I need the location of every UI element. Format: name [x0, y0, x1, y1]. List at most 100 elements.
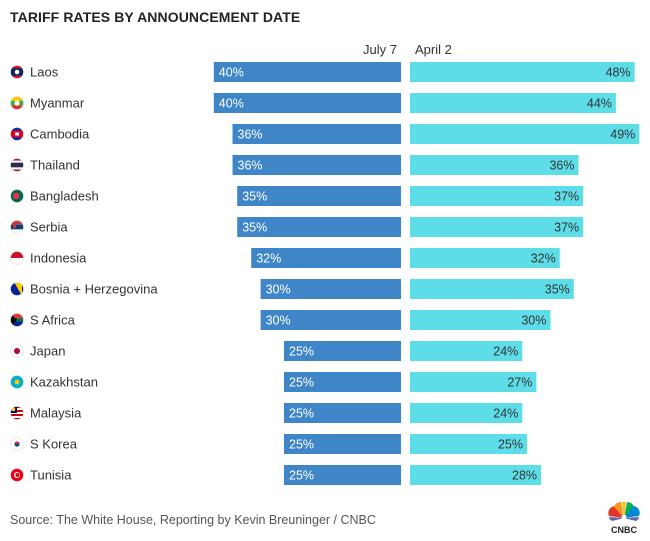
chart-row: Bangladesh 35% 37%: [10, 186, 584, 206]
chart-row: Tunisia 25% 28%: [10, 465, 542, 485]
bar-value-july7: 30%: [266, 314, 291, 328]
bar-april2: [410, 465, 542, 485]
bar-april2: [410, 310, 551, 330]
country-label: Myanmar: [30, 96, 85, 111]
bar-april2: [410, 434, 527, 454]
country-label: Kazakhstan: [30, 375, 98, 390]
bar-value-july7: 35%: [242, 221, 267, 235]
bar-july7: [232, 124, 401, 144]
bar-july7: [213, 62, 401, 82]
bar-value-april2: 30%: [521, 314, 546, 328]
bar-value-april2: 35%: [545, 283, 570, 297]
thailand-flag-icon: [10, 158, 24, 172]
tunisia-flag-icon: [10, 468, 24, 482]
chart-row: S Korea 25% 25%: [10, 434, 527, 454]
bar-july7: [260, 310, 401, 330]
bar-july7: [251, 248, 401, 268]
bar-april2: [410, 124, 640, 144]
malaysia-flag-icon: [10, 406, 24, 420]
bar-value-april2: 25%: [498, 438, 523, 452]
country-label: Thailand: [30, 158, 80, 173]
bar-july7: [237, 186, 401, 206]
myanmar-flag-icon: [10, 96, 24, 110]
bar-april2: [410, 217, 584, 237]
series-header-april2: April 2: [415, 42, 452, 57]
bar-value-july7: 25%: [289, 376, 314, 390]
bar-value-april2: 37%: [554, 190, 579, 204]
bar-april2: [410, 93, 616, 113]
country-label: S Africa: [30, 313, 76, 328]
bar-july7: [284, 341, 401, 361]
bar-april2: [410, 62, 635, 82]
logo-wordmark: CNBC: [611, 525, 637, 535]
indonesia-flag-icon: [10, 251, 24, 265]
bar-july7: [232, 155, 401, 175]
bar-april2: [410, 248, 560, 268]
chart-row: Serbia 35% 37%: [10, 217, 584, 237]
cnbc-logo: CNBC: [608, 501, 640, 535]
cambodia-flag-icon: [10, 127, 24, 141]
chart-row: Kazakhstan 25% 27%: [10, 372, 537, 392]
series-header-july7: July 7: [363, 42, 397, 57]
chart-row: Thailand 36% 36%: [10, 155, 579, 175]
bar-value-april2: 48%: [606, 66, 631, 80]
chart-row: Japan 25% 24%: [10, 341, 523, 361]
chart-title: TARIFF RATES BY ANNOUNCEMENT DATE: [10, 9, 301, 25]
country-label: S Korea: [30, 437, 78, 452]
chart-row: Indonesia 32% 32%: [10, 248, 560, 268]
bar-value-july7: 36%: [238, 159, 263, 173]
chart-row: S Africa 30% 30%: [10, 310, 551, 330]
bangladesh-flag-icon: [10, 189, 24, 203]
bar-july7: [213, 93, 401, 113]
country-label: Bosnia + Herzegovina: [30, 282, 158, 297]
laos-flag-icon: [10, 65, 24, 79]
bar-value-april2: 44%: [587, 97, 612, 111]
bar-value-april2: 24%: [493, 407, 518, 421]
bar-value-july7: 30%: [266, 283, 291, 297]
bar-value-april2: 36%: [549, 159, 574, 173]
south-africa-flag-icon: [10, 313, 24, 327]
country-label: Laos: [30, 65, 59, 80]
bar-value-july7: 40%: [219, 97, 244, 111]
bar-value-april2: 32%: [531, 252, 556, 266]
bar-april2: [410, 341, 523, 361]
country-label: Serbia: [30, 220, 68, 235]
country-label: Indonesia: [30, 251, 87, 266]
chart-row: Laos 40% 48%: [10, 62, 635, 82]
country-label: Tunisia: [30, 468, 72, 483]
bar-value-april2: 37%: [554, 221, 579, 235]
bar-value-july7: 40%: [219, 66, 244, 80]
bar-july7: [237, 217, 401, 237]
bar-value-july7: 36%: [238, 128, 263, 142]
bar-chart: July 7 April 2 Laos 40% 48% Myanmar 40% 44% Camb…: [10, 42, 640, 485]
country-label: Cambodia: [30, 127, 90, 142]
bar-value-april2: 49%: [610, 128, 635, 142]
chart-row: Cambodia 36% 49%: [10, 124, 640, 144]
bar-value-july7: 25%: [289, 345, 314, 359]
country-label: Japan: [30, 344, 65, 359]
serbia-flag-icon: [10, 220, 24, 234]
source-note: Source: The White House, Reporting by Ke…: [10, 513, 376, 527]
bar-april2: [410, 403, 523, 423]
bar-value-july7: 32%: [256, 252, 281, 266]
bar-april2: [410, 279, 574, 299]
country-label: Malaysia: [30, 406, 82, 421]
bosnia-flag-icon: [10, 282, 24, 296]
japan-flag-icon: [10, 344, 24, 358]
bar-april2: [410, 186, 584, 206]
country-label: Bangladesh: [30, 189, 99, 204]
kazakhstan-flag-icon: [10, 375, 24, 389]
bar-july7: [284, 403, 401, 423]
chart-row: Bosnia + Herzegovina 30% 35%: [10, 279, 574, 299]
bar-april2: [410, 155, 579, 175]
bar-value-april2: 28%: [512, 469, 537, 483]
south-korea-flag-icon: [10, 437, 24, 451]
chart-row: Myanmar 40% 44%: [10, 93, 616, 113]
bar-value-april2: 27%: [507, 376, 532, 390]
bar-value-july7: 25%: [289, 469, 314, 483]
bar-july7: [260, 279, 401, 299]
bar-july7: [284, 465, 401, 485]
bar-april2: [410, 372, 537, 392]
bar-value-april2: 24%: [493, 345, 518, 359]
bar-july7: [284, 434, 401, 454]
